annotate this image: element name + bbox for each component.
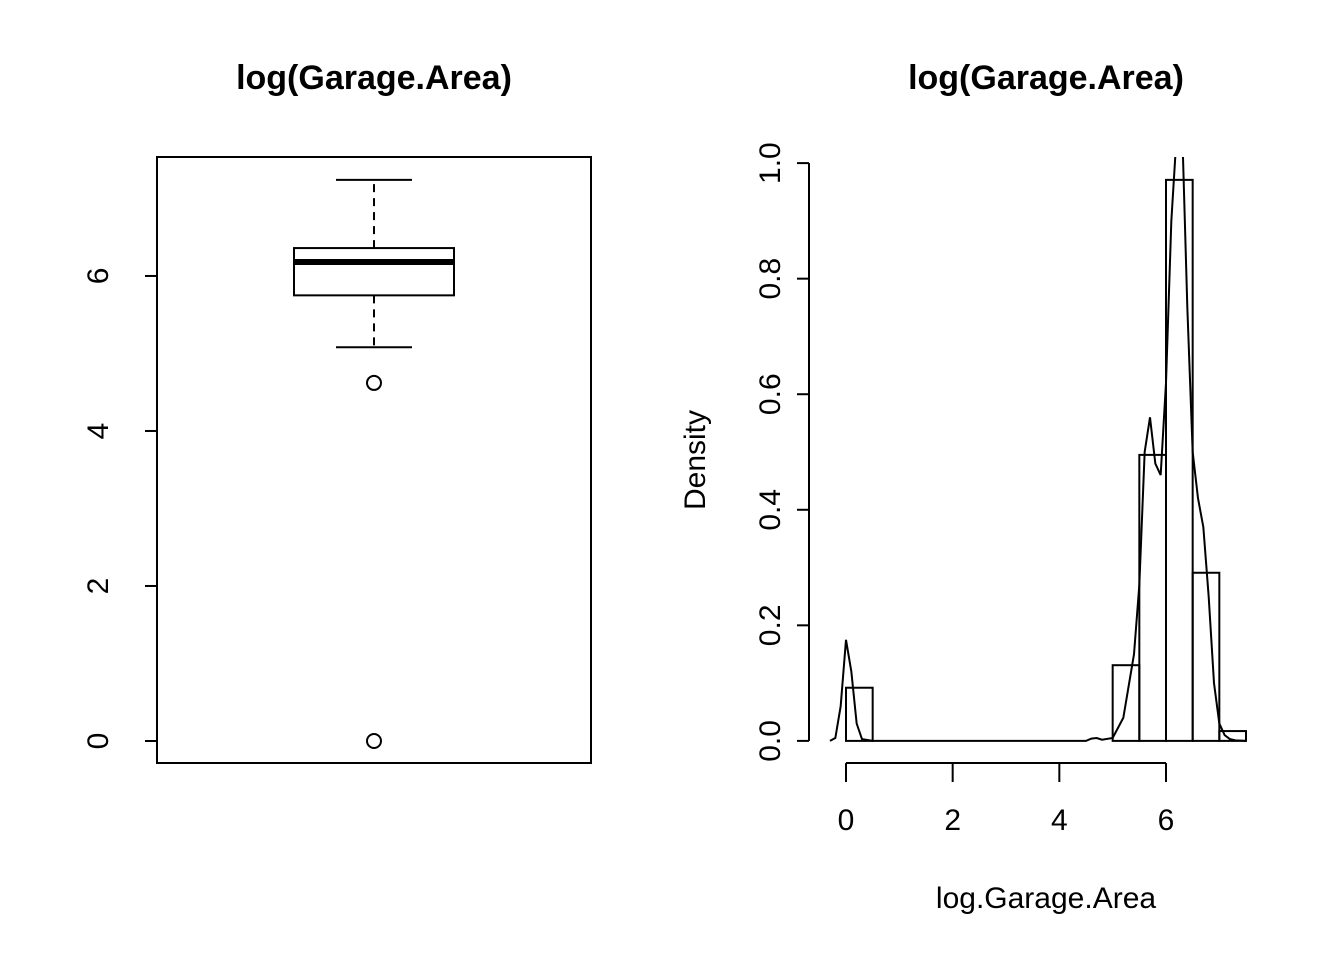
x-tick-label: 4: [1051, 804, 1068, 837]
x-tick-label: 0: [838, 804, 855, 837]
y-tick-label: 6: [82, 268, 115, 285]
chart-title: log(Garage.Area): [908, 59, 1184, 97]
y-axis-label: Density: [679, 410, 712, 510]
outlier: [366, 732, 382, 749]
y-tick-label: 1.0: [754, 142, 787, 184]
plot-frame: [156, 156, 592, 764]
bar: [1218, 730, 1248, 742]
x-axis-label: log.Garage.Area: [936, 882, 1156, 915]
chart-title: log(Garage.Area): [236, 59, 512, 97]
y-tick-label: 0.6: [754, 373, 787, 415]
density-line: [829, 157, 1247, 742]
outlier: [366, 374, 382, 391]
x-tick-label: 2: [944, 804, 961, 837]
bar: [845, 686, 874, 742]
y-tick-label: 0.0: [754, 720, 787, 762]
bar: [1191, 571, 1221, 742]
box: [293, 247, 455, 297]
y-tick-label: 0.8: [754, 258, 787, 300]
y-tick-label: 0.4: [754, 489, 787, 531]
x-tick-label: 6: [1158, 804, 1175, 837]
y-tick-label: 2: [82, 578, 115, 595]
y-tick-label: 0.2: [754, 604, 787, 646]
y-tick-label: 4: [82, 423, 115, 440]
y-tick-label: 0: [82, 733, 115, 750]
